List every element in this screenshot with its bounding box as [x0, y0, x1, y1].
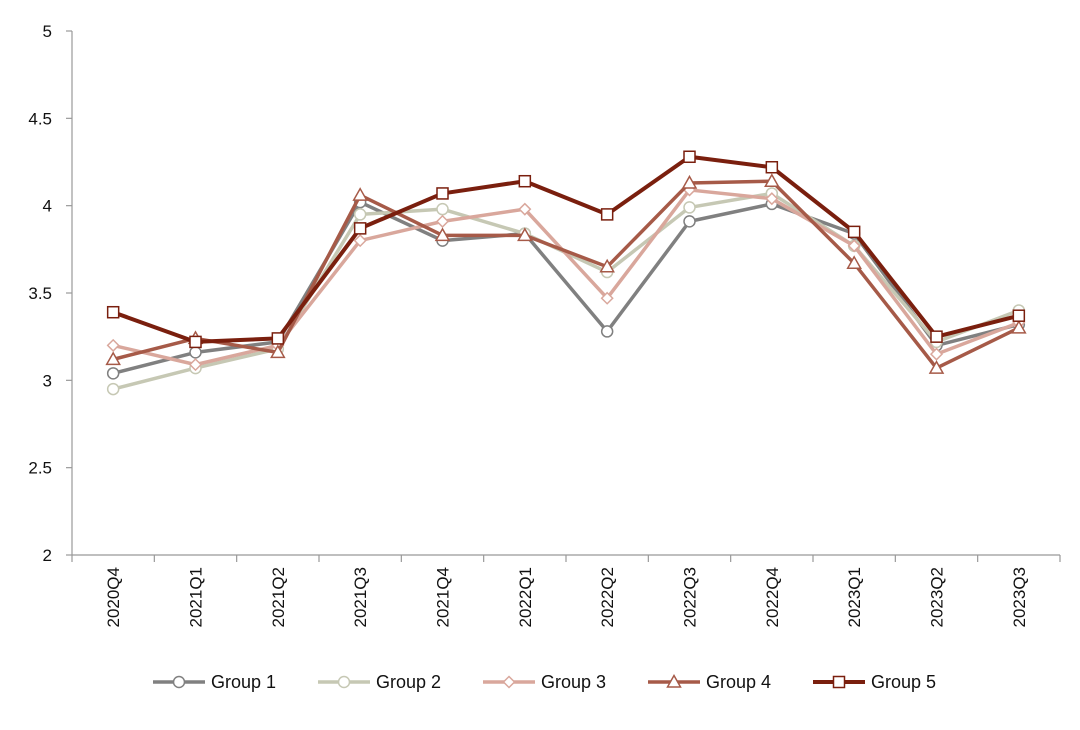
legend-item: Group 2: [318, 672, 441, 692]
data-point: [105, 351, 121, 366]
data-point: [270, 344, 286, 359]
x-tick-label: 2021Q2: [269, 567, 288, 628]
data-point: [928, 360, 945, 374]
series-line: [112, 154, 1020, 344]
x-tick-label: 2022Q1: [516, 567, 535, 628]
data-point: [436, 202, 449, 216]
legend-label: Group 2: [376, 672, 441, 692]
legend-item: Group 4: [648, 672, 771, 692]
data-point: [436, 187, 449, 200]
legend-marker: [337, 675, 351, 689]
data-point: [188, 358, 203, 372]
legend-marker: [172, 675, 186, 689]
data-point: [353, 222, 367, 235]
data-point: [683, 150, 696, 164]
x-tick-label: 2022Q3: [681, 567, 700, 628]
data-point: [271, 332, 285, 345]
y-tick-label: 2: [43, 546, 52, 565]
y-tick-label: 5: [43, 22, 52, 41]
y-tick-label: 4.5: [28, 109, 52, 128]
data-point: [434, 227, 451, 242]
data-point: [683, 201, 696, 214]
series-line: [112, 191, 1020, 391]
x-tick-label: 2022Q2: [598, 567, 617, 628]
data-point: [930, 330, 943, 343]
legend-label: Group 1: [211, 672, 276, 692]
data-point: [517, 227, 533, 242]
x-tick-label: 2020Q4: [104, 567, 123, 628]
data-point: [846, 255, 862, 270]
data-point: [353, 208, 367, 221]
data-point: [106, 382, 120, 396]
data-point: [765, 160, 779, 174]
y-tick-label: 4: [43, 197, 52, 216]
data-point: [106, 338, 120, 352]
data-point: [847, 239, 861, 253]
data-point: [600, 208, 614, 221]
data-point: [435, 214, 450, 228]
x-tick-label: 2023Q1: [845, 567, 864, 628]
data-point: [765, 192, 779, 206]
data-point: [189, 335, 202, 349]
data-point: [352, 187, 368, 201]
data-point: [1011, 319, 1027, 334]
x-tick-label: 2021Q4: [434, 567, 453, 628]
series-group-4: [105, 173, 1027, 374]
legend-label: Group 5: [871, 672, 936, 692]
data-point: [518, 174, 532, 188]
data-point: [353, 234, 367, 248]
legend: Group 1 Group 2 Group 3 Group 4 Group 5: [153, 672, 936, 692]
legend-item: Group 1: [153, 672, 276, 692]
data-point: [599, 258, 615, 273]
legend-marker: [502, 675, 516, 689]
x-axis: 2020Q4 2021Q1 2021Q2 2021Q3 2021Q4 2022Q1 2022…: [71, 554, 1061, 628]
legend-label: Group 3: [541, 672, 606, 692]
x-tick-label: 2023Q3: [1010, 567, 1029, 628]
legend-item: Group 3: [483, 672, 606, 692]
data-point: [189, 346, 202, 359]
data-point: [847, 225, 861, 239]
data-point: [600, 291, 614, 305]
x-tick-label: 2022Q4: [763, 567, 782, 628]
legend-label: Group 4: [706, 672, 771, 692]
data-point: [106, 367, 120, 380]
y-axis: 2 2.5 3 3.5 4 4.5 5: [28, 22, 73, 565]
y-tick-label: 3.5: [28, 284, 52, 303]
x-tick-label: 2021Q3: [351, 567, 370, 628]
legend-marker: [666, 673, 682, 688]
data-point: [929, 347, 944, 361]
legend-item: Group 5: [813, 672, 936, 692]
y-tick-label: 3: [43, 371, 52, 390]
data-point: [764, 173, 780, 187]
data-point: [600, 325, 614, 338]
x-tick-label: 2021Q1: [187, 567, 206, 628]
data-point: [681, 174, 698, 189]
y-tick-label: 2.5: [28, 459, 52, 478]
series-group-5: [106, 150, 1026, 349]
data-point: [1012, 309, 1026, 322]
data-point: [518, 202, 532, 216]
x-tick-label: 2023Q2: [928, 567, 947, 628]
series-line: [112, 179, 1020, 370]
legend-marker: [832, 675, 846, 689]
data-point: [683, 215, 696, 228]
series-layer: [105, 150, 1027, 396]
data-point: [106, 305, 120, 319]
